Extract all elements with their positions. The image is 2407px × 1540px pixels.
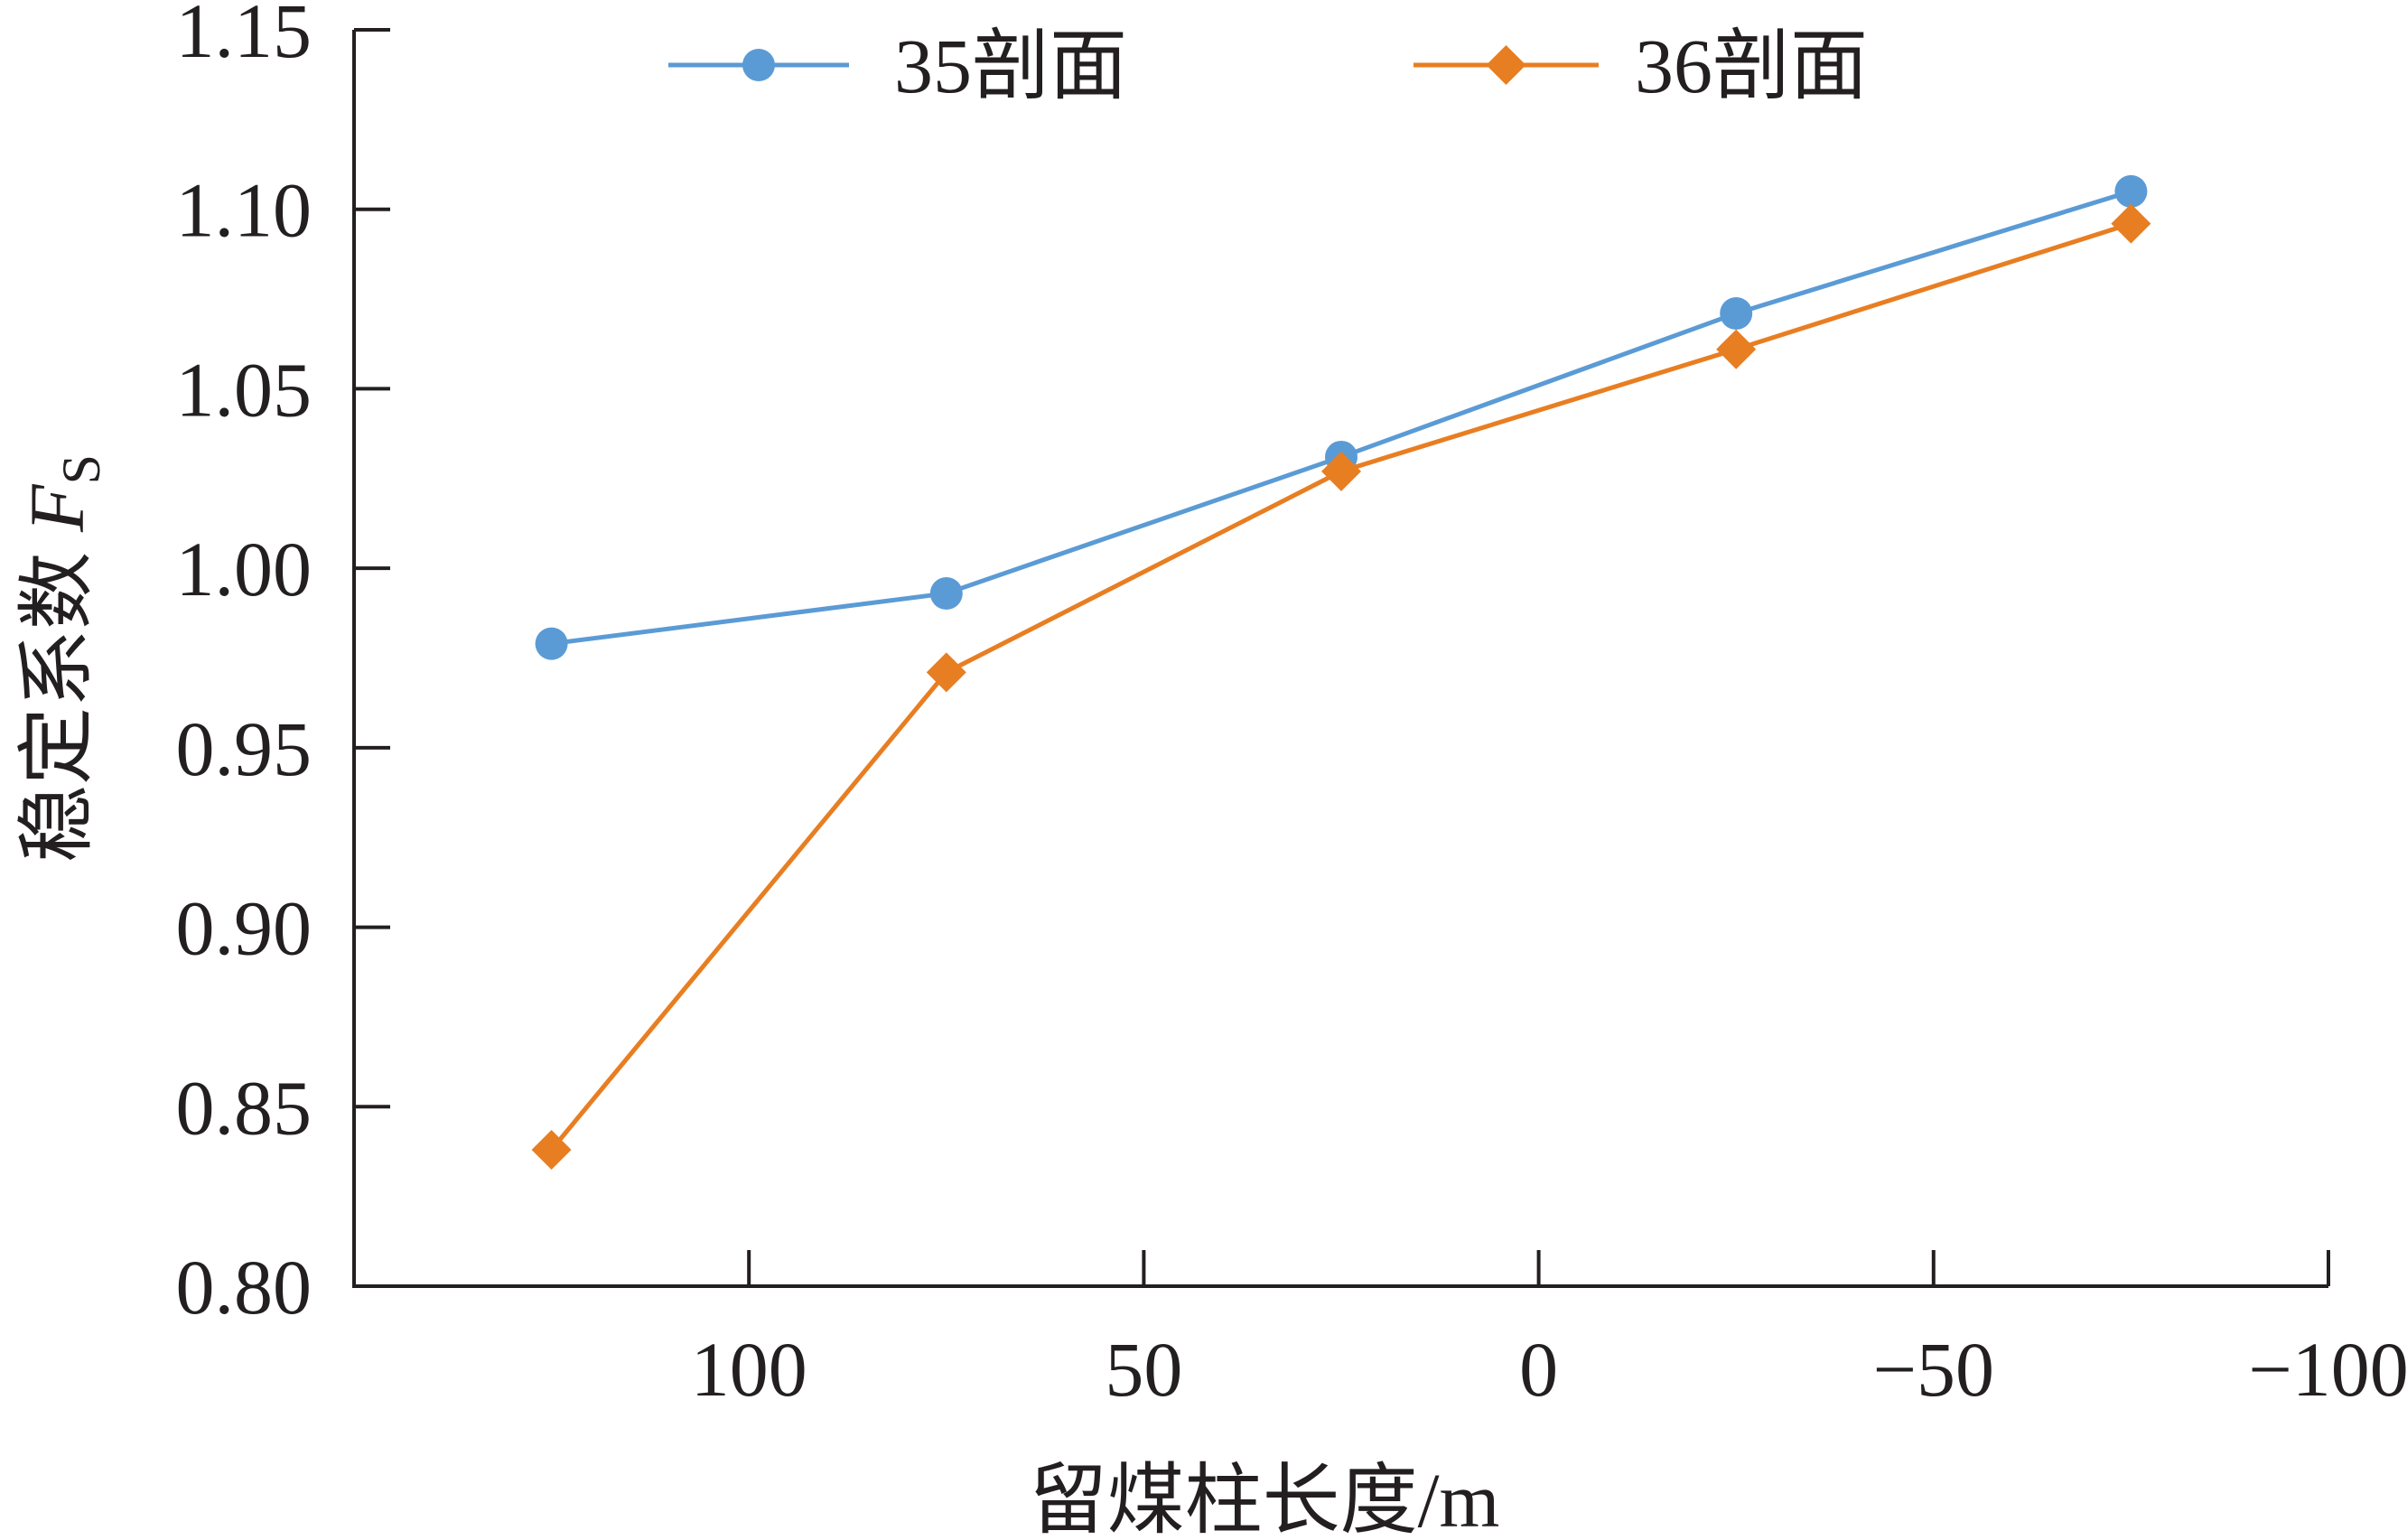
y-tick-label: 1.05 bbox=[176, 346, 313, 433]
legend-label: 35剖面 bbox=[894, 23, 1127, 109]
x-tick-label: 50 bbox=[1105, 1326, 1182, 1413]
legend-marker bbox=[1486, 45, 1526, 85]
series-2 bbox=[531, 203, 2151, 1170]
data-point bbox=[926, 652, 966, 693]
data-point bbox=[2111, 203, 2151, 244]
data-point bbox=[929, 576, 963, 610]
x-tick-label: −100 bbox=[2248, 1326, 2407, 1413]
y-axis-title-group: 稳定系数 FS bbox=[14, 454, 111, 863]
y-axis-symbol: F bbox=[14, 483, 100, 533]
axes bbox=[352, 30, 2330, 1288]
data-point bbox=[1720, 296, 1753, 330]
y-axis-title: 稳定系数 bbox=[14, 552, 100, 863]
svg-text:稳定系数FS: 稳定系数 FS bbox=[14, 454, 111, 863]
x-tick-label: −50 bbox=[1873, 1326, 1995, 1413]
y-axis-subscript: S bbox=[51, 454, 111, 484]
x-tick-label: 100 bbox=[691, 1326, 807, 1413]
y-tick-label: 0.95 bbox=[176, 705, 313, 792]
legend-label: 36剖面 bbox=[1635, 23, 1868, 109]
x-axis-title: 留煤柱长度/m bbox=[1030, 1457, 1500, 1540]
y-tick-label: 1.10 bbox=[176, 167, 313, 254]
x-tick-label: 0 bbox=[1519, 1326, 1558, 1413]
series-1 bbox=[535, 174, 2148, 660]
series-line bbox=[549, 221, 2132, 1152]
legend-item: 36剖面 bbox=[1413, 23, 1868, 109]
data-point bbox=[535, 627, 568, 660]
data-point bbox=[2114, 174, 2148, 208]
y-ticks: 0.80 0.85 0.90 0.95 1.00 1.05 1.10 1.15 bbox=[176, 0, 390, 1330]
series-line bbox=[551, 189, 2132, 647]
data-point bbox=[531, 1129, 572, 1170]
legend-marker bbox=[742, 49, 775, 81]
data-point bbox=[1716, 329, 1757, 369]
legend: 35剖面 36剖面 bbox=[668, 23, 1868, 109]
x-ticks: 100 50 0 −50 −100 bbox=[691, 1250, 2407, 1413]
y-tick-label: 0.85 bbox=[176, 1064, 313, 1151]
y-tick-label: 0.80 bbox=[176, 1244, 313, 1330]
data-point bbox=[1321, 451, 1361, 491]
legend-item: 35剖面 bbox=[668, 23, 1127, 109]
y-tick-label: 1.00 bbox=[176, 526, 313, 612]
y-tick-label: 0.90 bbox=[176, 885, 313, 972]
y-tick-label: 1.15 bbox=[176, 0, 313, 74]
series-layer bbox=[531, 174, 2151, 1170]
